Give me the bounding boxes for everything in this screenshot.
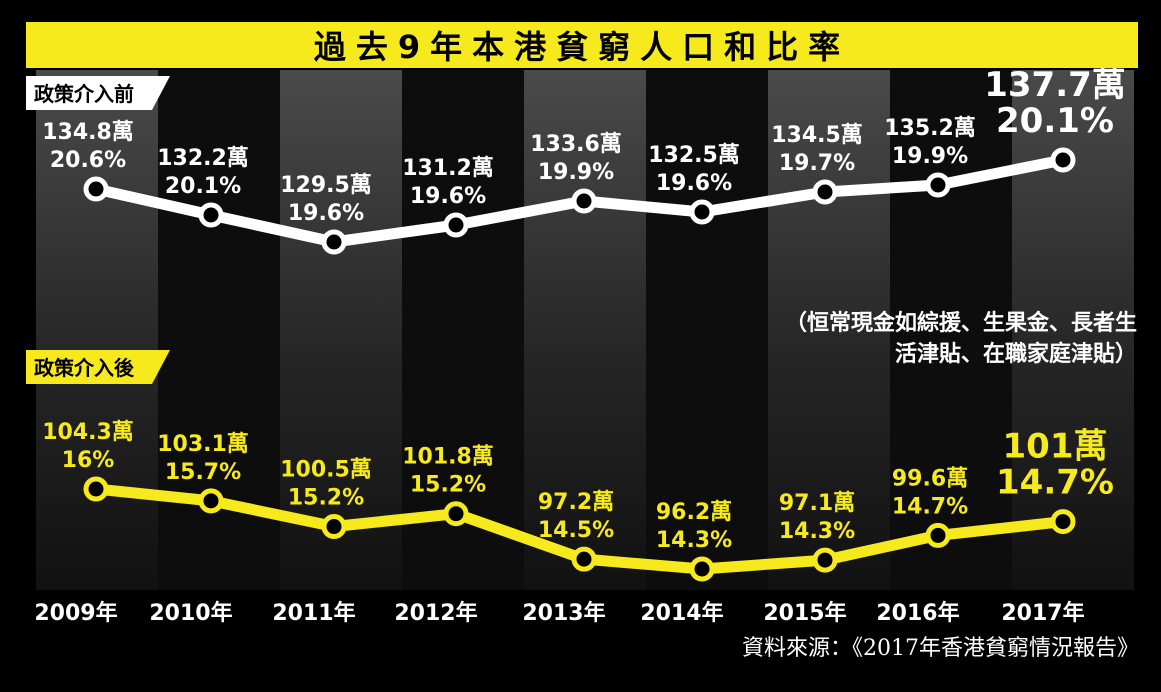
rate-label: 19.7% <box>779 151 855 176</box>
population-label: 131.2萬 <box>402 156 494 181</box>
data-point-after <box>571 546 597 572</box>
series-tag-before-ribbon <box>26 76 170 110</box>
population-label: 134.5萬 <box>771 123 863 148</box>
population-label: 134.8萬 <box>42 120 134 145</box>
rate-label: 15.7% <box>165 460 241 485</box>
rate-label: 14.7% <box>892 494 968 519</box>
column-band <box>36 70 158 590</box>
title-bar: 過去9年本港貧窮人口和比率 <box>26 22 1138 68</box>
data-point-after <box>443 501 469 527</box>
population-label: 104.3萬 <box>42 420 134 445</box>
chart-title: 過去9年本港貧窮人口和比率 <box>313 28 851 66</box>
data-point-before <box>571 188 597 214</box>
data-point-before <box>925 172 951 198</box>
rate-label: 19.6% <box>656 171 732 196</box>
rate-label: 14.3% <box>656 528 732 553</box>
series-tag-before: 政策介入前 <box>34 82 134 106</box>
population-label: 101萬 <box>1003 427 1108 467</box>
data-point-before <box>83 176 109 202</box>
data-point-after <box>925 522 951 548</box>
x-tick-label: 2013年 <box>522 600 605 626</box>
x-tick-label: 2015年 <box>763 600 846 626</box>
population-label: 129.5萬 <box>280 173 372 198</box>
population-label: 132.2萬 <box>157 146 249 171</box>
data-point-before <box>443 212 469 238</box>
rate-label: 16% <box>62 448 115 473</box>
rate-label: 20.1% <box>165 174 241 199</box>
column-band <box>646 70 768 590</box>
rate-label: 20.1% <box>996 101 1114 141</box>
rate-label: 15.2% <box>410 473 486 498</box>
column-band <box>280 70 402 590</box>
population-label: 101.8萬 <box>402 445 494 470</box>
data-point-after <box>321 514 347 540</box>
population-label: 132.5萬 <box>648 143 740 168</box>
data-point-before <box>689 199 715 225</box>
x-tick-label: 2009年 <box>34 600 117 626</box>
series-tag-after: 政策介入後 <box>34 356 135 380</box>
rate-label: 14.7% <box>996 463 1114 503</box>
population-label: 137.7萬 <box>984 65 1126 105</box>
population-label: 97.2萬 <box>538 490 614 515</box>
x-tick-label: 2012年 <box>394 600 477 626</box>
x-tick-label: 2010年 <box>149 600 232 626</box>
population-label: 97.1萬 <box>779 491 855 516</box>
column-band <box>524 70 646 590</box>
column-band <box>402 70 524 590</box>
population-label: 100.5萬 <box>280 458 372 483</box>
rate-label: 15.2% <box>288 486 364 511</box>
source-note: 資料來源：《2017年香港貧窮情況報告》 <box>742 636 1139 661</box>
data-point-after <box>83 476 109 502</box>
population-label: 96.2萬 <box>656 500 732 525</box>
column-band <box>890 70 1012 590</box>
x-tick-label: 2011年 <box>272 600 355 626</box>
population-label: 103.1萬 <box>157 432 249 457</box>
rate-label: 19.6% <box>410 184 486 209</box>
data-point-after <box>198 488 224 514</box>
population-label: 135.2萬 <box>884 116 976 141</box>
data-point-after <box>1050 509 1076 535</box>
population-label: 133.6萬 <box>530 132 622 157</box>
rate-label: 20.6% <box>50 148 126 173</box>
rate-label: 19.9% <box>892 144 968 169</box>
x-tick-label: 2016年 <box>876 600 959 626</box>
data-point-after <box>689 556 715 582</box>
x-tick-label: 2017年 <box>1001 600 1084 626</box>
rate-label: 14.5% <box>538 518 614 543</box>
rate-label: 19.9% <box>538 160 614 185</box>
data-point-before <box>321 229 347 255</box>
policy-note: （恒常現金如綜援、生果金、長者生活津貼、在職家庭津貼） <box>784 311 1137 367</box>
data-point-before <box>812 179 838 205</box>
data-point-after <box>812 547 838 573</box>
data-point-before <box>198 202 224 228</box>
rate-label: 19.6% <box>288 201 364 226</box>
x-tick-label: 2014年 <box>640 600 723 626</box>
series-tag-after-ribbon <box>26 350 170 384</box>
column-band <box>768 70 890 590</box>
data-point-before <box>1050 147 1076 173</box>
population-label: 99.6萬 <box>892 466 968 491</box>
rate-label: 14.3% <box>779 519 855 544</box>
